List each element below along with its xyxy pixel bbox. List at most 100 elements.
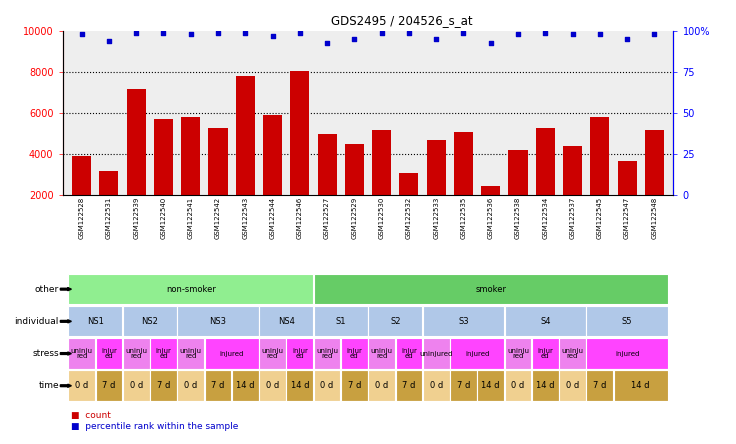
Bar	[68, 274, 314, 305]
Text: stress: stress	[32, 349, 59, 358]
Text: ■  count: ■ count	[71, 411, 111, 420]
Text: 0 d: 0 d	[320, 381, 333, 390]
Text: injur
ed: injur ed	[347, 348, 362, 359]
Text: 0 d: 0 d	[375, 381, 389, 390]
Text: injur
ed: injur ed	[401, 348, 417, 359]
Bar	[368, 306, 422, 337]
Text: NS4: NS4	[277, 317, 294, 326]
Bar	[454, 132, 473, 236]
Text: injur
ed: injur ed	[537, 348, 553, 359]
Text: uninju
red: uninju red	[71, 348, 93, 359]
Bar	[645, 130, 664, 236]
Text: GDS2495 / 204526_s_at: GDS2495 / 204526_s_at	[331, 14, 473, 27]
Text: injur
ed: injur ed	[292, 348, 308, 359]
Text: 7 d: 7 d	[102, 381, 116, 390]
Text: uninju
red: uninju red	[562, 348, 584, 359]
Bar	[559, 338, 586, 369]
Text: 0 d: 0 d	[566, 381, 579, 390]
Bar	[72, 156, 91, 236]
Bar	[427, 140, 446, 236]
Text: 14 d: 14 d	[481, 381, 500, 390]
Text: uninju
red: uninju red	[507, 348, 529, 359]
Text: uninjured: uninjured	[420, 350, 453, 357]
Text: non-smoker: non-smoker	[166, 285, 216, 293]
Bar	[345, 144, 364, 236]
Point	[512, 31, 524, 38]
Bar	[587, 338, 668, 369]
Point	[130, 29, 142, 36]
Text: 7 d: 7 d	[593, 381, 606, 390]
Text: ■  percentile rank within the sample: ■ percentile rank within the sample	[71, 422, 238, 431]
Bar	[563, 146, 582, 236]
Bar	[314, 274, 668, 305]
Point	[348, 36, 360, 43]
Bar	[177, 338, 204, 369]
Bar	[317, 134, 336, 236]
Bar	[259, 370, 286, 401]
Bar	[263, 115, 282, 236]
Bar	[509, 150, 528, 236]
Bar	[154, 119, 173, 236]
Bar	[68, 306, 122, 337]
Text: 0 d: 0 d	[512, 381, 525, 390]
Bar	[368, 338, 395, 369]
Text: injur
ed: injur ed	[101, 348, 117, 359]
Bar	[614, 370, 668, 401]
Bar	[127, 89, 146, 236]
Text: S3: S3	[458, 317, 469, 326]
Text: uninju
red: uninju red	[180, 348, 202, 359]
Text: S1: S1	[336, 317, 346, 326]
Bar	[505, 370, 531, 401]
Bar	[236, 76, 255, 236]
Text: S4: S4	[540, 317, 551, 326]
Text: 14 d: 14 d	[291, 381, 309, 390]
Bar	[536, 127, 555, 236]
Bar	[422, 338, 450, 369]
Bar	[395, 338, 422, 369]
Text: injured: injured	[465, 350, 489, 357]
Text: 0 d: 0 d	[75, 381, 88, 390]
Point	[376, 29, 388, 36]
Bar	[481, 186, 500, 236]
Bar	[341, 370, 368, 401]
Point	[321, 39, 333, 46]
Text: 0 d: 0 d	[184, 381, 197, 390]
Bar	[123, 306, 177, 337]
Text: smoker: smoker	[475, 285, 506, 293]
Text: 7 d: 7 d	[211, 381, 224, 390]
Bar	[395, 370, 422, 401]
Text: NS2: NS2	[141, 317, 158, 326]
Text: individual: individual	[15, 317, 59, 326]
Text: injured: injured	[615, 350, 640, 357]
Point	[648, 31, 660, 38]
Point	[431, 36, 442, 43]
Bar	[532, 370, 559, 401]
Text: 7 d: 7 d	[402, 381, 416, 390]
Bar	[208, 127, 227, 236]
Text: 0 d: 0 d	[430, 381, 443, 390]
Text: S2: S2	[390, 317, 400, 326]
Text: S5: S5	[622, 317, 632, 326]
Bar	[450, 370, 477, 401]
Text: uninju
red: uninju red	[125, 348, 147, 359]
Bar	[450, 338, 504, 369]
Text: 0 d: 0 d	[130, 381, 143, 390]
Bar	[96, 370, 122, 401]
Point	[567, 31, 578, 38]
Point	[185, 31, 197, 38]
Text: uninju
red: uninju red	[261, 348, 283, 359]
Text: 0 d: 0 d	[266, 381, 279, 390]
Bar	[123, 338, 149, 369]
Text: time: time	[38, 381, 59, 390]
Bar	[505, 338, 531, 369]
Bar	[422, 370, 450, 401]
Bar	[590, 117, 609, 236]
Bar	[68, 338, 95, 369]
Bar	[478, 370, 504, 401]
Text: 14 d: 14 d	[631, 381, 650, 390]
Bar	[177, 306, 258, 337]
Bar	[286, 370, 314, 401]
Text: injured: injured	[219, 350, 244, 357]
Text: 7 d: 7 d	[347, 381, 361, 390]
Bar	[177, 370, 204, 401]
